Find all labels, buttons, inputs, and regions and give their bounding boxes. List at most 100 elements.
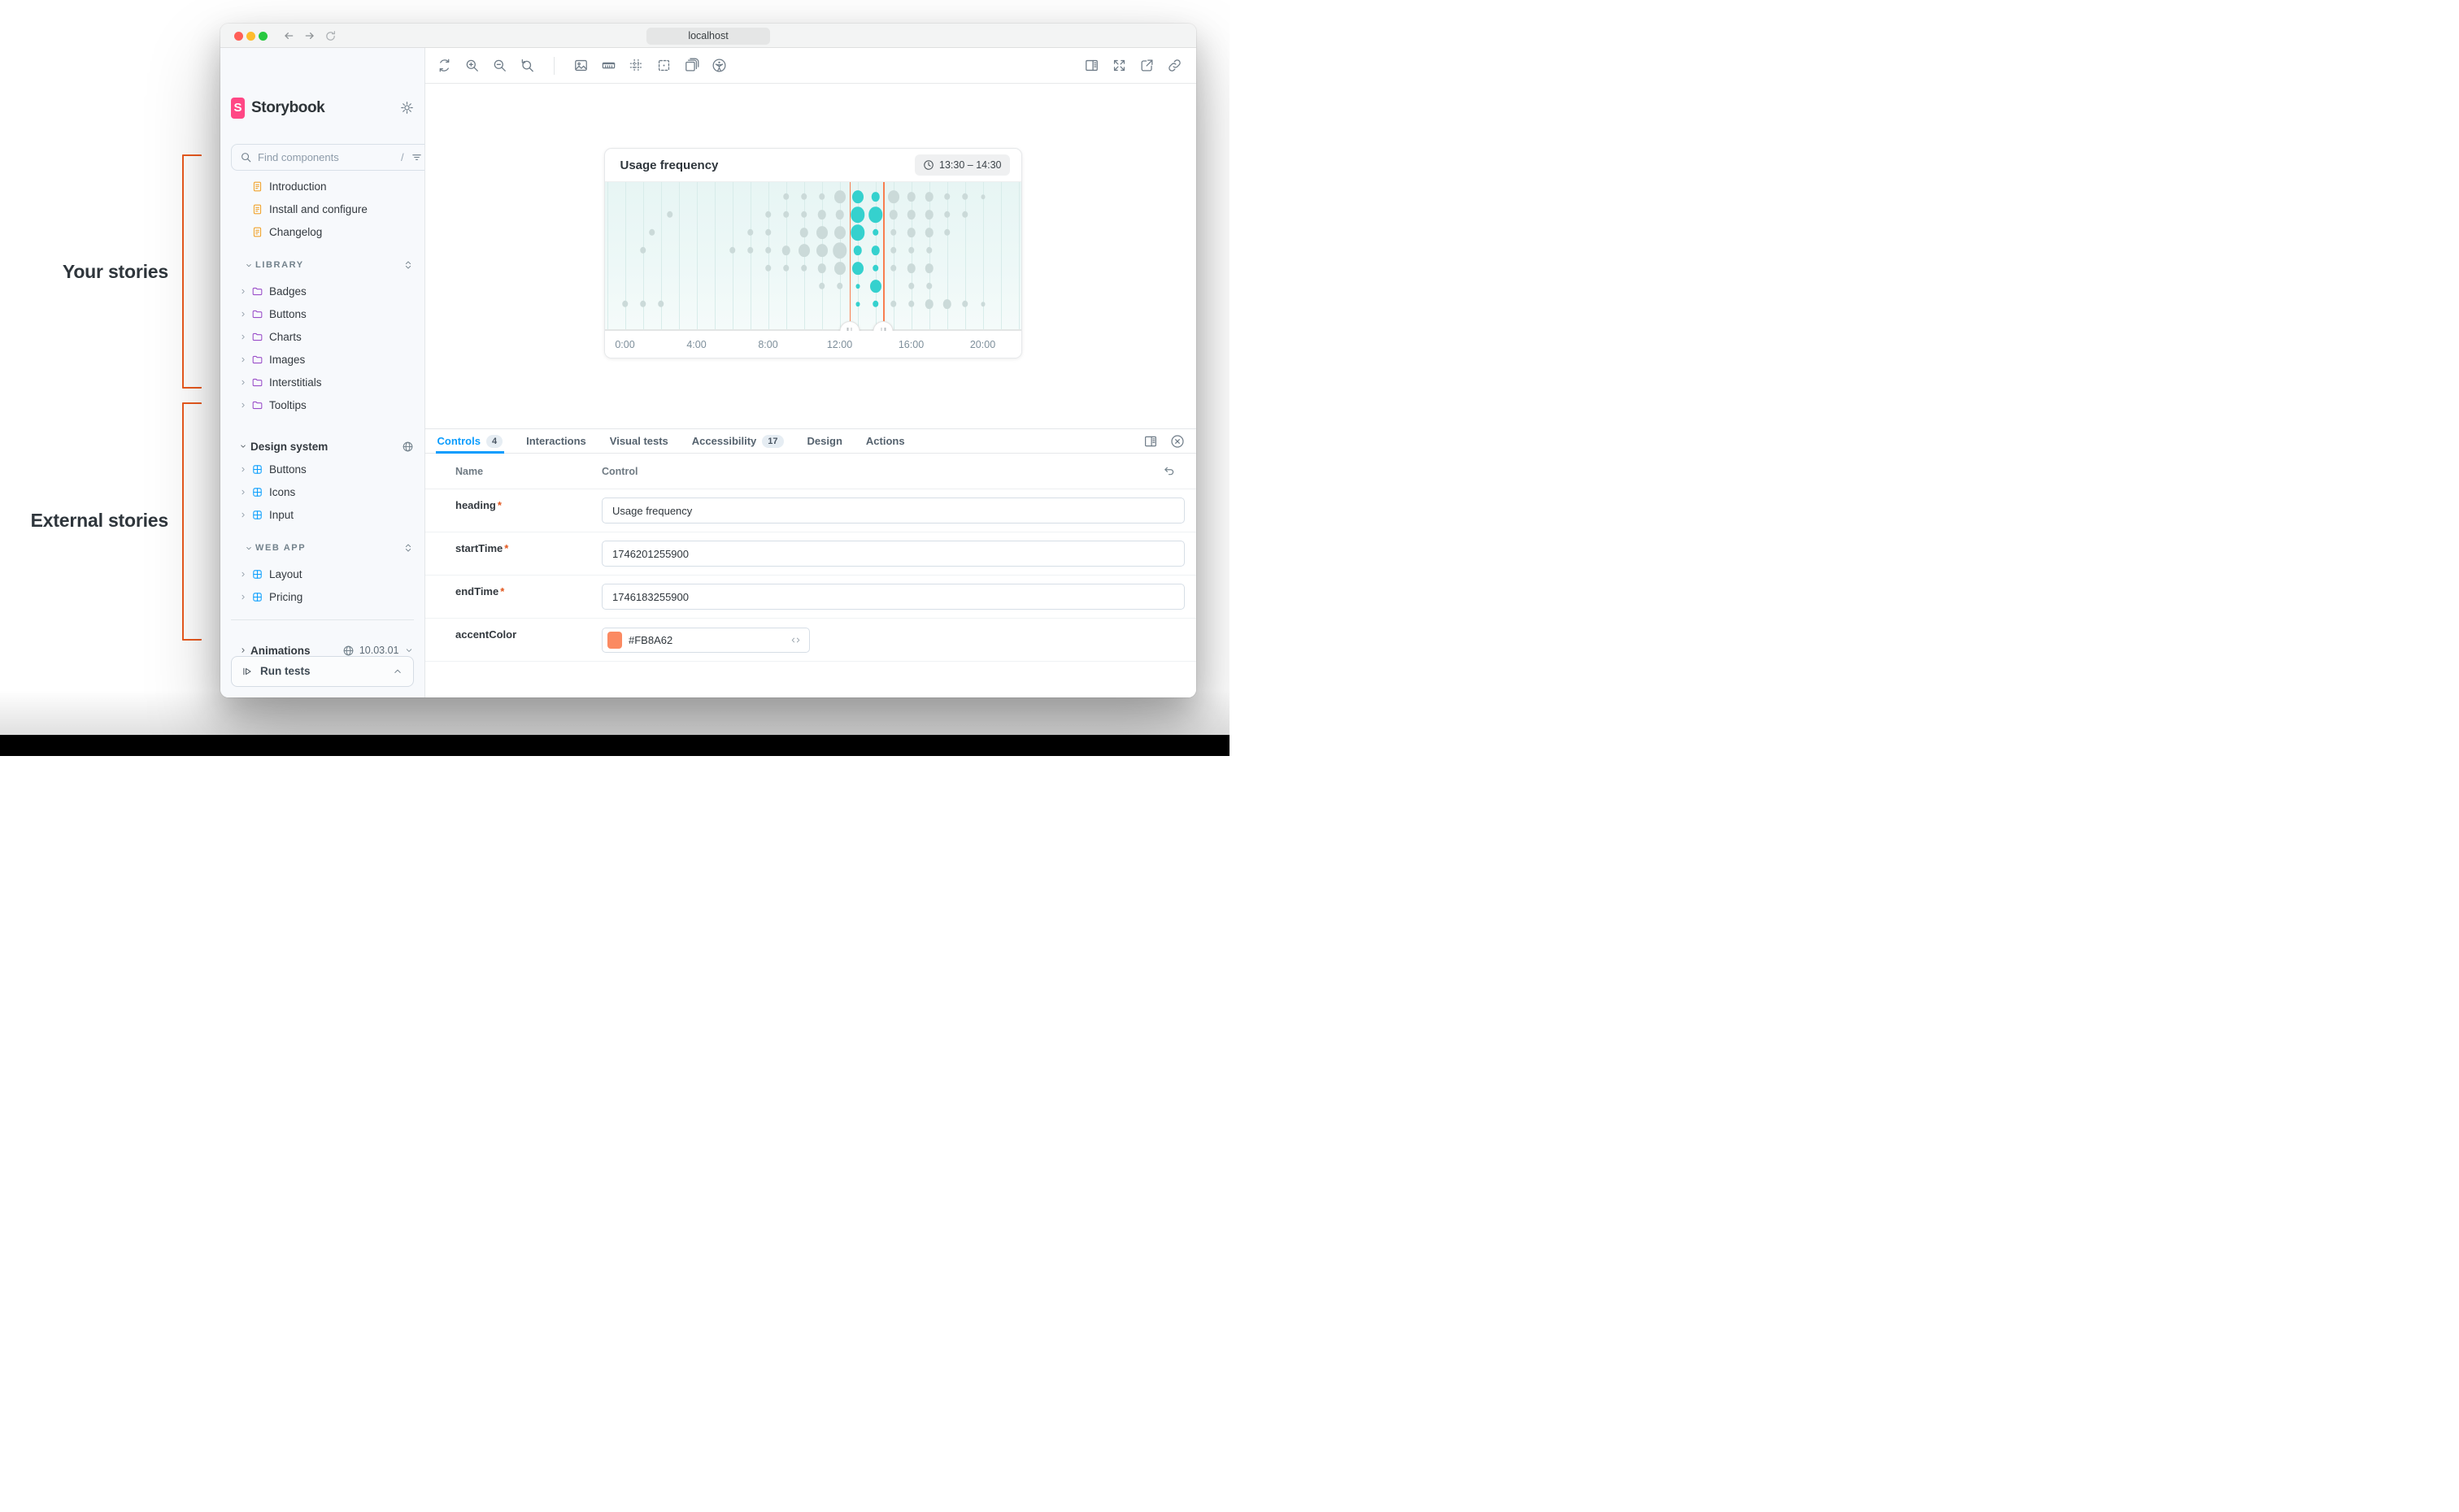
version-label: 10.03.01 bbox=[359, 645, 399, 656]
color-swatch[interactable] bbox=[607, 631, 622, 649]
sidebar-item-install-and-configure[interactable]: Install and configure bbox=[220, 198, 424, 220]
selected-bubble bbox=[855, 284, 860, 289]
controls-rows: heading* startTime* endTime* accentColor #FB… bbox=[424, 489, 1196, 662]
tab-label: Interactions bbox=[526, 435, 586, 447]
reload-icon[interactable] bbox=[324, 29, 337, 43]
tab-design[interactable]: Design bbox=[807, 429, 842, 453]
chevron-down-icon bbox=[239, 441, 247, 451]
measure-icon[interactable] bbox=[601, 58, 616, 73]
panel-position-icon[interactable] bbox=[1142, 433, 1158, 449]
component-icon bbox=[251, 463, 263, 476]
endTime-input[interactable] bbox=[602, 584, 1185, 610]
remount-icon[interactable] bbox=[437, 58, 452, 73]
bubble bbox=[621, 300, 629, 308]
sidebar-item-web-app[interactable]: WEB APP bbox=[220, 537, 424, 559]
zoom-in-icon[interactable] bbox=[464, 58, 480, 73]
search-input[interactable] bbox=[258, 151, 401, 163]
sidebar-item-library[interactable]: LIBRARY bbox=[220, 254, 424, 276]
tab-accessibility[interactable]: Accessibility 17 bbox=[692, 429, 784, 453]
control-row-endTime: endTime * bbox=[424, 576, 1196, 619]
sidebar-item-input[interactable]: Input bbox=[220, 503, 424, 526]
tab-label: Accessibility bbox=[691, 435, 757, 447]
gridline bbox=[786, 182, 787, 331]
back-icon[interactable] bbox=[281, 29, 295, 43]
tab-actions[interactable]: Actions bbox=[866, 429, 905, 453]
bubble bbox=[782, 193, 790, 201]
sidebar-item-badges[interactable]: Badges bbox=[220, 280, 424, 302]
sidebar-item-animations[interactable]: Animations 10.03.01 bbox=[220, 639, 424, 662]
gridline bbox=[660, 182, 662, 331]
filter-icon[interactable] bbox=[411, 151, 423, 163]
chevron-up-icon[interactable] bbox=[392, 666, 403, 677]
chevron-down-icon bbox=[245, 261, 253, 270]
outline-icon[interactable] bbox=[656, 58, 672, 73]
background-icon[interactable] bbox=[573, 58, 589, 73]
sidebar-item-changelog[interactable]: Changelog bbox=[220, 220, 424, 243]
code-icon[interactable] bbox=[790, 635, 801, 645]
expand-all-icon[interactable] bbox=[403, 259, 414, 271]
heading-input[interactable] bbox=[602, 497, 1185, 524]
accessibility-icon[interactable] bbox=[712, 58, 727, 73]
bubble bbox=[800, 211, 807, 219]
gridline bbox=[964, 182, 966, 331]
zoom-reset-icon[interactable] bbox=[520, 58, 535, 73]
sidebar-item-charts[interactable]: Charts bbox=[220, 325, 424, 348]
chevron-down-icon bbox=[245, 544, 253, 553]
bubble bbox=[833, 190, 846, 203]
maximize-window-button[interactable] bbox=[259, 31, 268, 41]
sidebar-item-introduction[interactable]: Introduction bbox=[220, 175, 424, 198]
minimize-window-button[interactable] bbox=[246, 31, 255, 41]
tab-visual-tests[interactable]: Visual tests bbox=[610, 429, 668, 453]
sidebar-item-icons[interactable]: Icons bbox=[220, 480, 424, 503]
selected-bubble bbox=[855, 302, 860, 306]
sidebar-item-layout[interactable]: Layout bbox=[220, 563, 424, 585]
selected-bubble bbox=[851, 190, 864, 203]
control-name: heading * bbox=[455, 499, 502, 511]
sidebar-item-tooltips[interactable]: Tooltips bbox=[220, 393, 424, 416]
your-stories-label: Your stories bbox=[62, 261, 168, 282]
forward-icon[interactable] bbox=[302, 29, 316, 43]
viewports-icon[interactable] bbox=[684, 58, 699, 73]
reset-controls-icon[interactable] bbox=[1162, 464, 1196, 478]
tab-controls[interactable]: Controls 4 bbox=[435, 429, 504, 454]
close-window-button[interactable] bbox=[234, 31, 243, 41]
expand-all-icon[interactable] bbox=[403, 542, 414, 554]
bubble bbox=[890, 228, 897, 237]
browser-chrome: localhost bbox=[220, 24, 1196, 48]
usage-frequency-card: Usage frequency 13:30 – 14:30 bbox=[603, 148, 1022, 358]
bubble bbox=[925, 228, 934, 237]
color-control[interactable]: #FB8A62 bbox=[602, 627, 810, 653]
grid-icon[interactable] bbox=[629, 58, 644, 73]
control-row-startTime: startTime * bbox=[424, 532, 1196, 576]
close-panel-icon[interactable] bbox=[1169, 433, 1185, 449]
startTime-input[interactable] bbox=[602, 541, 1185, 567]
settings-gear-icon[interactable] bbox=[400, 101, 414, 115]
panel-icon[interactable] bbox=[1084, 58, 1099, 73]
gridline bbox=[678, 182, 680, 331]
sidebar-item-label: Badges bbox=[269, 285, 307, 298]
sidebar-item-design-system[interactable]: Design system bbox=[220, 435, 424, 458]
required-asterisk: * bbox=[497, 499, 502, 511]
search-box[interactable]: / bbox=[231, 144, 424, 171]
tab-interactions[interactable]: Interactions bbox=[526, 429, 586, 453]
address-bar[interactable]: localhost bbox=[646, 27, 770, 45]
link-icon[interactable] bbox=[1167, 58, 1182, 73]
sidebar-item-buttons[interactable]: Buttons bbox=[220, 458, 424, 480]
sidebar-item-interstitials[interactable]: Interstitials bbox=[220, 371, 424, 393]
folder-icon bbox=[251, 376, 263, 389]
zoom-out-icon[interactable] bbox=[492, 58, 507, 73]
bubble bbox=[833, 262, 846, 275]
open-external-icon[interactable] bbox=[1139, 58, 1155, 73]
folder-icon bbox=[251, 331, 263, 343]
run-tests-button[interactable]: Run tests bbox=[231, 656, 414, 687]
time-axis: 0:00 4:00 8:00 12:00 16:00 20:00 bbox=[604, 331, 1021, 358]
bubble bbox=[648, 228, 655, 237]
canvas-toolbar bbox=[424, 48, 1196, 84]
sidebar-item-pricing[interactable]: Pricing bbox=[220, 585, 424, 608]
fullscreen-icon[interactable] bbox=[1112, 58, 1127, 73]
sidebar-item-label: Design system bbox=[250, 440, 329, 453]
sidebar-item-buttons[interactable]: Buttons bbox=[220, 302, 424, 325]
panel-tabs: Controls 4 Interactions Visual tests Accessi… bbox=[424, 429, 1196, 454]
sidebar-item-images[interactable]: Images bbox=[220, 348, 424, 371]
version-chevron-down-icon[interactable] bbox=[404, 645, 414, 655]
